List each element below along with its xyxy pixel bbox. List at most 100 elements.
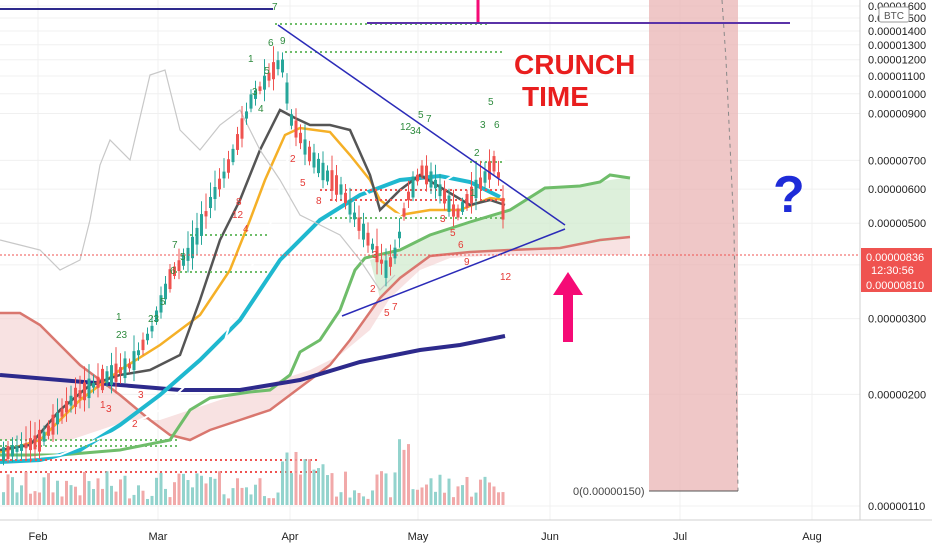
candle-body xyxy=(222,171,226,179)
count-marker: 1 xyxy=(100,400,106,411)
candle-body xyxy=(195,227,199,245)
volume-bar xyxy=(222,494,226,505)
count-marker: 2 xyxy=(132,419,138,430)
candle-body xyxy=(474,179,478,199)
triangle-upper-line xyxy=(277,24,566,226)
candle-body xyxy=(218,178,221,190)
volume-bar xyxy=(177,473,181,505)
volume-bar xyxy=(56,480,59,505)
ma-orange-line xyxy=(0,126,506,454)
volume-bar xyxy=(497,492,500,505)
candle-body xyxy=(483,171,487,183)
count-marker: 2 xyxy=(370,284,376,295)
candle-body xyxy=(150,325,154,332)
candle-body xyxy=(407,191,410,201)
count-marker: 23 xyxy=(116,330,128,341)
candle-body xyxy=(411,176,415,198)
candle-body xyxy=(6,446,10,460)
volume-bar xyxy=(110,485,113,505)
time-tick-label: Jul xyxy=(673,531,687,543)
volume-bar xyxy=(213,478,217,505)
volume-bar xyxy=(479,479,482,505)
time-axis-labels: Feb Mar Apr May Jun Jul Aug xyxy=(29,531,822,543)
count-marker: 7 xyxy=(172,240,178,251)
volume-bar xyxy=(465,476,469,505)
volume-bar xyxy=(312,469,316,505)
candle-body xyxy=(24,443,28,449)
count-marker: 12 xyxy=(232,210,244,221)
volume-bar xyxy=(443,492,446,505)
volume-bar xyxy=(501,492,505,505)
volume-bar xyxy=(2,492,5,505)
volume-bar xyxy=(60,496,64,505)
volume-bar xyxy=(407,444,410,505)
candle-body xyxy=(191,236,194,259)
volume-bar xyxy=(402,449,406,505)
volume-bar xyxy=(335,496,338,505)
volume-bar xyxy=(65,480,68,505)
time-tick-label: Jun xyxy=(541,531,559,543)
candle-body xyxy=(339,184,343,195)
volume-bar xyxy=(308,459,311,505)
volume-bar xyxy=(339,492,343,505)
price-tick-label: 0.00000600 xyxy=(868,184,926,196)
volume-bar xyxy=(92,488,95,505)
candle-body xyxy=(200,214,203,236)
candle-body xyxy=(128,363,131,369)
volume-bar xyxy=(168,497,172,505)
candle-body xyxy=(285,82,289,104)
volume-bar xyxy=(24,471,28,505)
last-price-label: 0.00000836 xyxy=(866,252,924,264)
count-marker: 3 xyxy=(106,404,112,415)
time-axis[interactable] xyxy=(0,520,932,550)
price-tick-label: 0.00001400 xyxy=(868,26,926,38)
candle-body xyxy=(78,390,82,399)
volume-bar xyxy=(245,487,248,505)
count-marker: 6 xyxy=(170,266,176,277)
price-tick-label: 0.00000700 xyxy=(868,155,926,167)
count-marker: 1 xyxy=(470,188,476,199)
volume-bar xyxy=(434,491,437,505)
volume-bar xyxy=(69,485,73,505)
candle-body xyxy=(416,174,419,182)
candle-body xyxy=(425,165,428,185)
candle-body xyxy=(141,339,145,351)
count-marker: 5 xyxy=(488,97,494,108)
time-tick-label: May xyxy=(408,531,429,543)
price-tick-label: 0.00001200 xyxy=(868,55,926,67)
candle-body xyxy=(402,208,406,217)
currency-badge[interactable]: BTC xyxy=(878,6,910,23)
candle-body xyxy=(69,395,73,406)
candle-body xyxy=(326,170,329,182)
cloud-line-red xyxy=(0,235,631,442)
candle-body xyxy=(263,75,266,90)
volume-bar xyxy=(78,495,82,505)
candle-body xyxy=(87,378,91,399)
candle-body xyxy=(330,170,334,191)
volume-bar xyxy=(119,479,122,505)
candle-body xyxy=(146,333,149,341)
price-tick-label: 0.00001300 xyxy=(868,40,926,52)
volume-bar xyxy=(231,488,235,505)
candle-body xyxy=(438,184,442,197)
volume-bar xyxy=(29,493,32,505)
candles xyxy=(2,46,505,466)
candle-body xyxy=(114,363,118,382)
candle-body xyxy=(420,165,424,176)
question-mark: ? xyxy=(773,166,805,224)
volume-bar xyxy=(101,488,104,505)
candle-body xyxy=(56,413,59,425)
price-tick-label: 0.00001000 xyxy=(868,89,926,101)
candle-body xyxy=(267,72,271,81)
cloud-fill-red xyxy=(0,238,630,440)
volume-bar xyxy=(114,491,118,505)
volume-bar xyxy=(294,451,298,505)
candle-body xyxy=(186,247,190,261)
volume-bar xyxy=(420,487,424,505)
volume-bar xyxy=(438,474,442,505)
candle-body xyxy=(137,350,140,356)
candle-body xyxy=(294,120,298,138)
candle-body xyxy=(119,367,122,374)
candle-body xyxy=(110,365,113,385)
